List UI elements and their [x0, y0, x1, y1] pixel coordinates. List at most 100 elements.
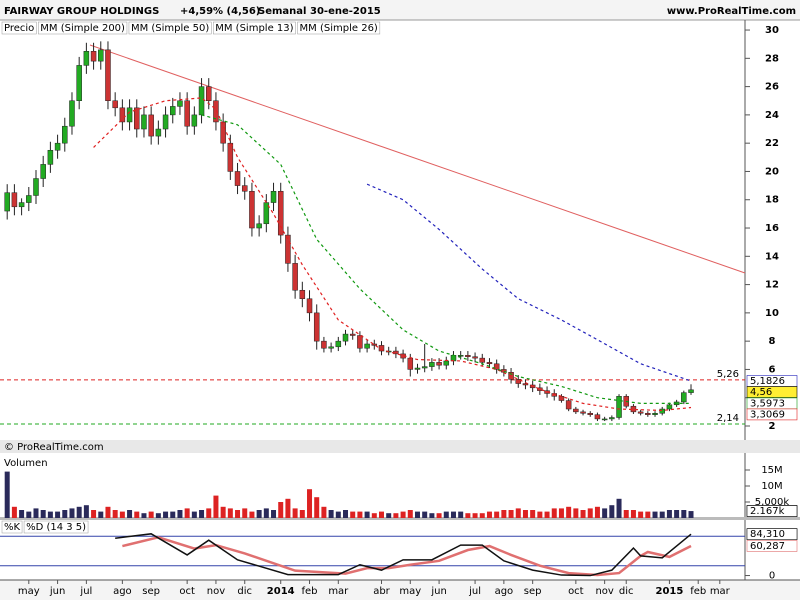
candle-body — [666, 404, 673, 410]
volume-bar — [465, 513, 471, 518]
x-tick-label: dic — [237, 586, 252, 597]
volume-bar — [19, 510, 25, 518]
candle-body — [227, 142, 234, 172]
volume-bar — [522, 510, 528, 518]
moving-average — [93, 97, 692, 412]
y-tick-label: 22 — [765, 138, 779, 149]
volume-bar — [213, 495, 219, 518]
value-label: 5,1826 — [750, 376, 785, 387]
volume-bar — [623, 510, 629, 518]
candle-body — [162, 114, 169, 130]
volume-bar — [357, 511, 363, 518]
volume-bar — [414, 511, 420, 518]
candle-body — [40, 164, 46, 179]
candle-body — [601, 418, 608, 421]
y-tick-label: 18 — [765, 195, 779, 206]
separator — [0, 440, 800, 453]
volume-bar — [11, 506, 17, 518]
volume-bar — [638, 511, 644, 518]
candle-body — [472, 356, 478, 359]
candle-body — [4, 192, 10, 212]
candle-body — [537, 387, 543, 391]
volume-bar — [141, 513, 147, 518]
volume-bar — [472, 513, 478, 518]
candle-body — [479, 357, 486, 363]
candle-body — [33, 178, 39, 196]
volume-bar — [278, 502, 284, 518]
x-axis-bar — [0, 580, 800, 600]
header-bar — [0, 0, 800, 20]
legend-entry: %D (14 3 5) — [26, 522, 86, 533]
y-tick-label: 20 — [765, 166, 779, 177]
x-tick-label: sep — [524, 586, 542, 597]
candle-body — [306, 298, 313, 314]
volume-bar — [659, 511, 665, 518]
legend-box — [297, 21, 381, 35]
candle-body — [522, 383, 529, 386]
volume-bar — [314, 497, 320, 518]
volume-bar — [594, 506, 600, 518]
value-label: 60,287 — [750, 541, 785, 552]
volume-bar — [40, 510, 46, 518]
candle-body — [112, 100, 118, 109]
candle-body — [436, 362, 442, 366]
y-tick-label: 10 — [765, 308, 779, 319]
level-label: 2,14 — [717, 413, 739, 424]
candle-body — [26, 195, 32, 203]
x-tick-label: oct — [568, 586, 584, 597]
candle-body — [155, 128, 162, 137]
volume-bar — [292, 508, 298, 518]
volume-bar — [26, 511, 32, 518]
volume-bar — [386, 513, 392, 518]
candle-body — [62, 125, 68, 144]
volume-bar — [364, 511, 370, 518]
volume-bar — [458, 511, 464, 518]
x-tick-label: feb — [690, 586, 706, 597]
candle-body — [407, 357, 414, 370]
candle-body — [594, 414, 601, 420]
volume-bar — [350, 511, 356, 518]
candle-body — [213, 100, 219, 123]
title: FAIRWAY GROUP HOLDINGS — [4, 6, 159, 17]
value-box — [746, 505, 798, 517]
volume-bar — [443, 511, 449, 518]
separator — [0, 517, 800, 520]
volume-bar — [184, 508, 190, 518]
candle-body — [270, 191, 277, 203]
legend-entry: MM (Simple 50) — [131, 23, 209, 34]
volume-bar — [486, 511, 492, 518]
candle-body — [198, 86, 205, 116]
volume-bar — [371, 513, 377, 518]
volume-bar — [450, 511, 456, 518]
volume-bar — [271, 510, 277, 518]
y-tick-label: 5,000k — [755, 497, 790, 508]
candle-body — [587, 413, 593, 415]
y-tick-label: 16 — [765, 223, 779, 234]
candle-body — [457, 355, 464, 357]
candle-body — [659, 408, 665, 414]
volume-bar — [299, 510, 305, 518]
volume-bar — [191, 511, 197, 518]
x-tick-label: feb — [302, 586, 318, 597]
volume-bar — [83, 505, 89, 518]
legend-box — [1, 21, 37, 35]
legend-box — [1, 520, 23, 534]
volume-bar — [530, 510, 536, 518]
volume-bar — [630, 510, 636, 518]
y-tick-label: 0 — [769, 571, 775, 582]
candle-body — [371, 343, 378, 346]
volume-bar — [544, 511, 550, 518]
volume-bar — [429, 513, 435, 518]
legend-box — [38, 21, 128, 35]
candle-body — [98, 49, 104, 62]
x-tick-label: jul — [79, 586, 92, 597]
x-tick-label: jun — [430, 586, 446, 597]
volume-bar — [407, 510, 413, 518]
candle-body — [313, 312, 320, 342]
volume-bar — [263, 508, 269, 518]
candle-body — [414, 367, 421, 370]
volume-bar — [235, 510, 241, 518]
volume-bar — [343, 510, 349, 518]
y-tick-label: 12 — [765, 280, 779, 291]
